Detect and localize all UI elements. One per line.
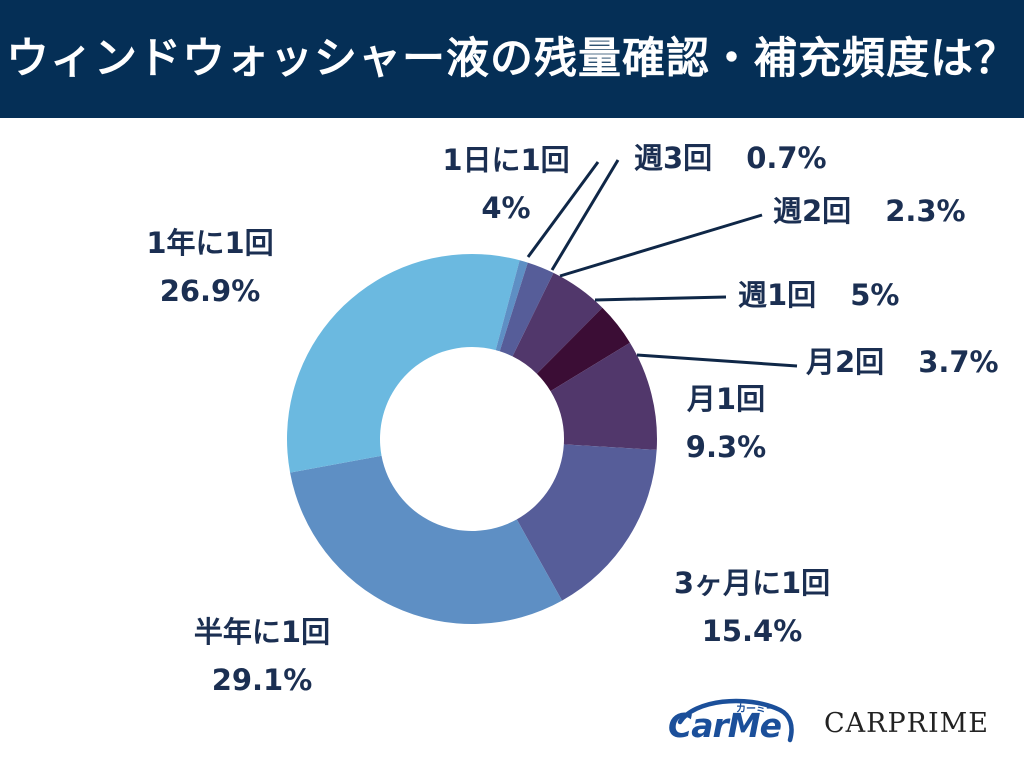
slice-category-5: 月2回 xyxy=(805,345,884,379)
slice-category-9: 1年に1回 xyxy=(146,226,273,260)
slice-5 xyxy=(536,307,630,392)
slice-value-1: 4% xyxy=(481,191,530,225)
slice-8 xyxy=(290,455,563,625)
slice-category-8: 半年に1回 xyxy=(194,615,330,649)
slice-2 xyxy=(495,260,528,352)
slice-3 xyxy=(499,262,554,357)
slice-category-4: 週1回 xyxy=(738,278,816,312)
slice-4 xyxy=(512,272,603,374)
slice-category-6: 月1回 xyxy=(686,382,765,416)
carprime-logo: CARPRIME xyxy=(824,708,990,739)
slice-label-5: 月2回 3.7% xyxy=(805,345,999,379)
slice-value-5: 3.7% xyxy=(918,345,998,379)
slice-value-3: 2.3% xyxy=(885,194,965,228)
title-banner xyxy=(0,0,1024,118)
carme-wordmark: CarMe xyxy=(668,706,782,745)
slice-value-9: 26.9% xyxy=(160,274,261,308)
slice-value-4: 5% xyxy=(850,278,899,312)
slice-6 xyxy=(550,342,657,450)
slice-label-3: 週2回 2.3% xyxy=(773,194,966,228)
slice-value-6: 9.3% xyxy=(686,430,766,464)
slice-category-2: 週3回 xyxy=(634,141,712,175)
slice-7 xyxy=(516,444,657,601)
leader-line-3 xyxy=(559,213,763,278)
leader-line-1 xyxy=(526,161,600,258)
slice-value-8: 29.1% xyxy=(212,663,313,697)
slice-category-3: 週2回 xyxy=(773,194,851,228)
slice-label-2: 週3回 0.7% xyxy=(634,141,827,175)
slice-value-2: 0.7% xyxy=(746,141,826,175)
carme-kana: カーミー xyxy=(736,704,776,715)
leader-line-2 xyxy=(550,159,620,271)
slice-category-1: 1日に1回 xyxy=(442,143,569,177)
carme-logo xyxy=(677,698,794,743)
leader-line-4 xyxy=(594,295,727,302)
leader-line-5 xyxy=(636,353,798,368)
slice-9 xyxy=(287,254,472,473)
chart-title: ウィンドウォッシャー液の残量確認・補充頻度は？ xyxy=(6,34,1018,84)
slice-label-4: 週1回 5% xyxy=(738,278,899,312)
slice-category-7: 3ヶ月に1回 xyxy=(674,566,830,600)
slice-1 xyxy=(472,254,520,351)
slice-value-7: 15.4% xyxy=(702,614,803,648)
